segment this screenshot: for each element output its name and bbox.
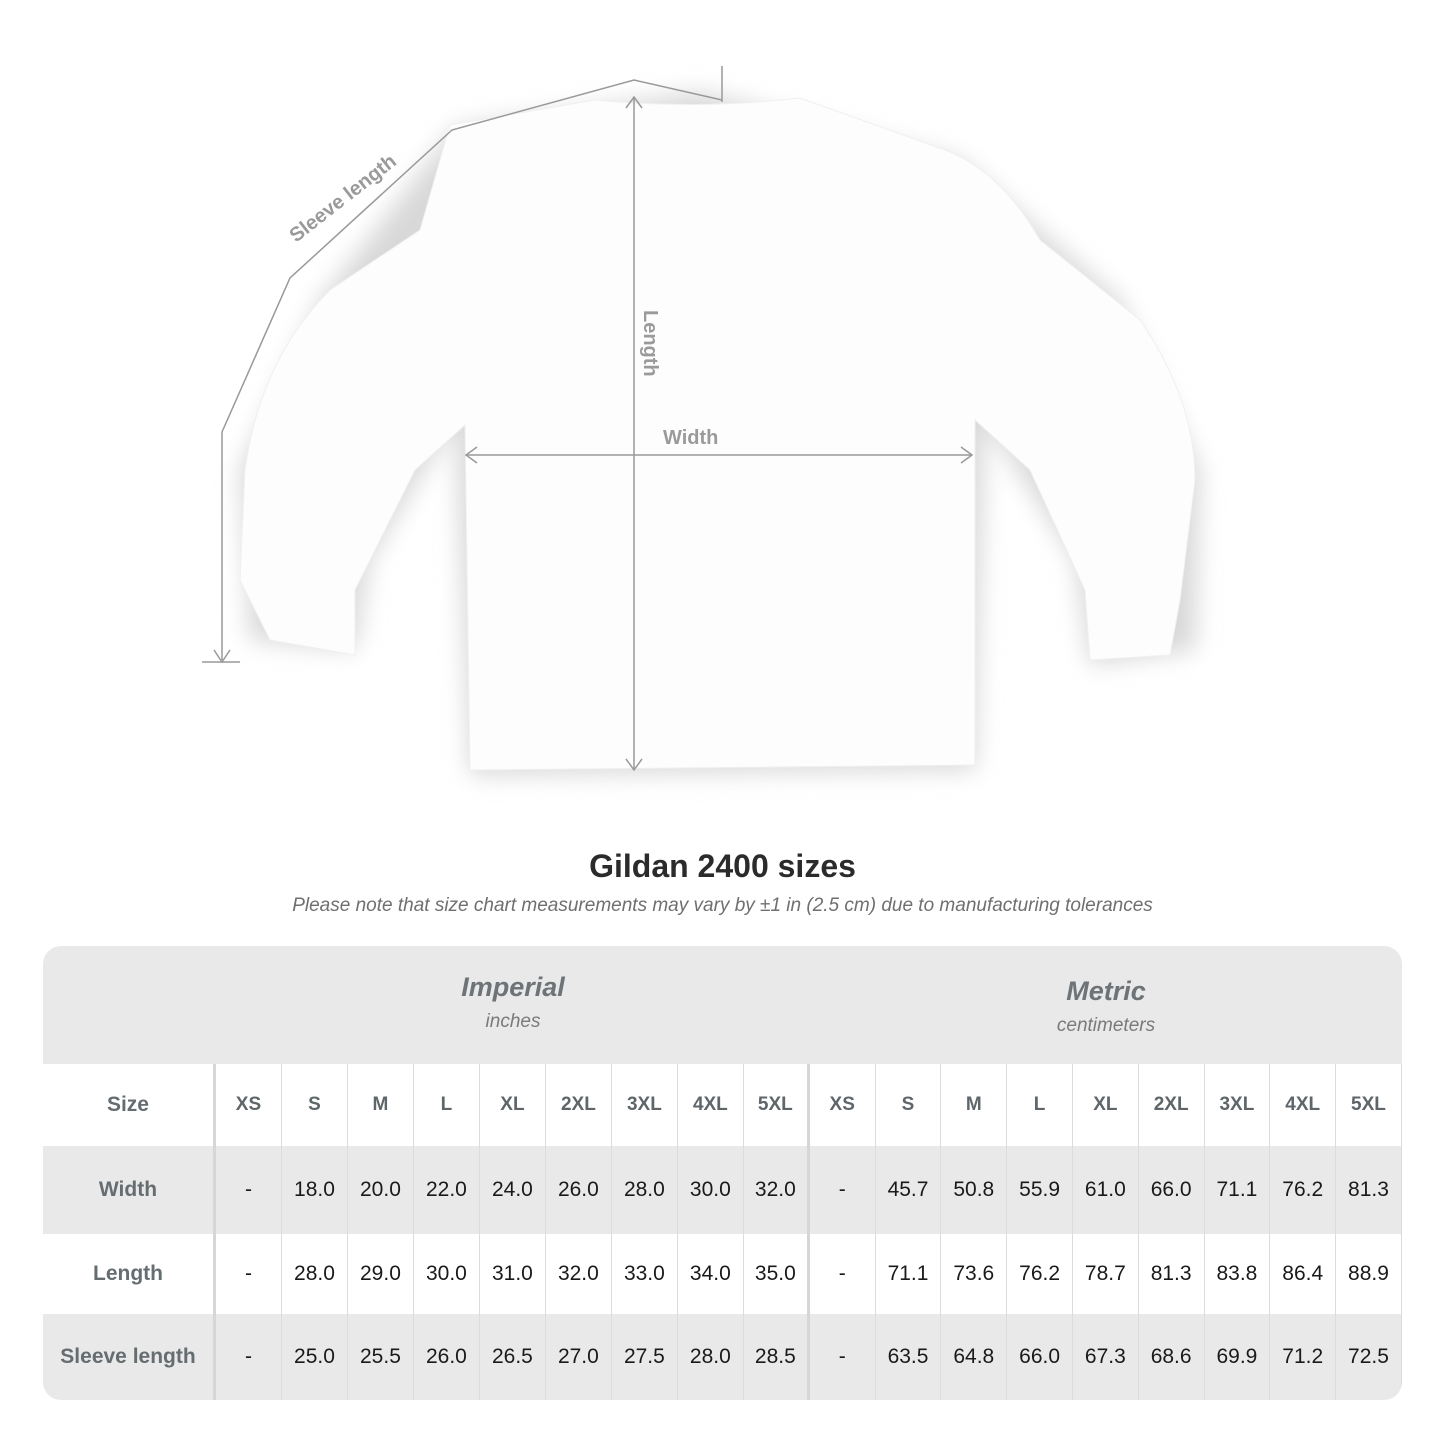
imperial-value-cell: 26.5 xyxy=(480,1314,546,1400)
shirt-body xyxy=(239,97,1196,771)
metric-value-cell: 61.0 xyxy=(1073,1146,1139,1234)
imperial-header: Imperial inches xyxy=(216,946,810,1090)
length-label: Length xyxy=(639,310,661,377)
imperial-value-cell: 27.5 xyxy=(612,1314,678,1400)
imperial-size-header: XL xyxy=(480,1064,546,1146)
metric-value-cell: 81.3 xyxy=(1336,1146,1402,1234)
table-row: Length -28.0 29.0 30.0 31.0 32.0 33.0 34.0 35.0-… xyxy=(43,1234,1402,1314)
metric-value-cell: 76.2 xyxy=(1007,1234,1073,1314)
table-row: Sleeve length -25.0 25.5 26.0 26.5 27.0 27.5 28… xyxy=(43,1314,1402,1400)
imperial-value-cell: 28.5 xyxy=(744,1314,810,1400)
imperial-size-header: M xyxy=(348,1064,414,1146)
imperial-value-cell: 26.0 xyxy=(546,1146,612,1234)
imperial-size-header: L xyxy=(414,1064,480,1146)
metric-value-cell: 73.6 xyxy=(941,1234,1008,1314)
sleeve-length-line xyxy=(221,79,723,660)
imperial-size-header: XS xyxy=(216,1064,282,1146)
metric-value-cell: 68.6 xyxy=(1139,1314,1205,1400)
imperial-value-cell: 27.0 xyxy=(546,1314,612,1400)
metric-size-header: M xyxy=(941,1064,1008,1146)
metric-value-cell: 76.2 xyxy=(1270,1146,1337,1234)
size-table: Imperial inches Metric centimeters Size X… xyxy=(43,946,1402,1400)
metric-size-header: L xyxy=(1007,1064,1073,1146)
metric-size-header: S xyxy=(876,1064,942,1146)
metric-value-cell: 72.5 xyxy=(1336,1314,1402,1400)
size-header-row: Size XS S M L XL 2XL 3XL 4XL 5XL XS S M L XL 2XL 3XL 4XL 5… xyxy=(43,1064,1402,1146)
imperial-size-header: 5XL xyxy=(744,1064,810,1146)
metric-value-cell: 67.3 xyxy=(1073,1314,1139,1400)
metric-value-cell: 64.8 xyxy=(941,1314,1008,1400)
page-title: Gildan 2400 sizes xyxy=(589,848,856,884)
row-label: Width xyxy=(43,1146,216,1234)
metric-value-cell: 50.8 xyxy=(941,1146,1008,1234)
metric-size-header: 5XL xyxy=(1336,1064,1402,1146)
metric-value-cell: 66.0 xyxy=(1139,1146,1205,1234)
row-label: Length xyxy=(43,1234,216,1314)
metric-size-header: XS xyxy=(810,1064,876,1146)
width-label: Width xyxy=(663,427,718,449)
tolerance-note: Please note that size chart measurements… xyxy=(292,895,1153,916)
imperial-value-cell: 22.0 xyxy=(414,1146,480,1234)
imperial-size-header: S xyxy=(282,1064,348,1146)
imperial-size-header: 3XL xyxy=(612,1064,678,1146)
imperial-size-header: 2XL xyxy=(546,1064,612,1146)
metric-value-cell: 63.5 xyxy=(876,1314,942,1400)
imperial-value-cell: 25.0 xyxy=(282,1314,348,1400)
metric-value-cell: - xyxy=(810,1146,876,1234)
imperial-value-cell: 32.0 xyxy=(546,1234,612,1314)
table-row: Width -18.0 20.0 22.0 24.0 26.0 28.0 30.0 32.0-4… xyxy=(43,1146,1402,1234)
imperial-value-cell: 18.0 xyxy=(282,1146,348,1234)
imperial-size-header: 4XL xyxy=(678,1064,744,1146)
metric-value-cell: 71.2 xyxy=(1270,1314,1337,1400)
metric-label: Metric xyxy=(1066,976,1146,1006)
imperial-value-cell: 30.0 xyxy=(414,1234,480,1314)
imperial-value-cell: 32.0 xyxy=(744,1146,810,1234)
metric-value-cell: 81.3 xyxy=(1139,1234,1205,1314)
imperial-value-cell: 33.0 xyxy=(612,1234,678,1314)
imperial-value-cell: 30.0 xyxy=(678,1146,744,1234)
metric-value-cell: 78.7 xyxy=(1073,1234,1139,1314)
metric-size-header: XL xyxy=(1073,1064,1139,1146)
metric-value-cell: 71.1 xyxy=(1205,1146,1271,1234)
metric-value-cell: 66.0 xyxy=(1007,1314,1073,1400)
metric-unit: centimeters xyxy=(1056,1015,1156,1036)
imperial-value-cell: 28.0 xyxy=(282,1234,348,1314)
imperial-value-cell: 29.0 xyxy=(348,1234,414,1314)
imperial-label: Imperial xyxy=(461,972,565,1002)
metric-value-cell: 71.1 xyxy=(876,1234,942,1314)
imperial-value-cell: 24.0 xyxy=(480,1146,546,1234)
metric-value-cell: 55.9 xyxy=(1007,1146,1073,1234)
imperial-unit: inches xyxy=(485,1011,541,1032)
imperial-value-cell: 26.0 xyxy=(414,1314,480,1400)
metric-size-header: 4XL xyxy=(1270,1064,1337,1146)
metric-value-cell: 86.4 xyxy=(1270,1234,1337,1314)
row-label: Size xyxy=(43,1064,216,1146)
imperial-value-cell: 28.0 xyxy=(612,1146,678,1234)
imperial-value-cell: 35.0 xyxy=(744,1234,810,1314)
row-label: Sleeve length xyxy=(43,1314,216,1400)
metric-value-cell: 83.8 xyxy=(1205,1234,1271,1314)
imperial-value-cell: 20.0 xyxy=(348,1146,414,1234)
imperial-value-cell: 31.0 xyxy=(480,1234,546,1314)
metric-value-cell: 88.9 xyxy=(1336,1234,1402,1314)
measurement-lines xyxy=(202,66,974,772)
imperial-value-cell: - xyxy=(216,1314,282,1400)
imperial-value-cell: - xyxy=(216,1234,282,1314)
metric-value-cell: - xyxy=(810,1234,876,1314)
metric-size-header: 2XL xyxy=(1139,1064,1205,1146)
metric-value-cell: 69.9 xyxy=(1205,1314,1271,1400)
metric-value-cell: 45.7 xyxy=(876,1146,942,1234)
imperial-value-cell: 28.0 xyxy=(678,1314,744,1400)
shirt-diagram: Sleeve length Length Width xyxy=(202,66,1200,775)
imperial-value-cell: 34.0 xyxy=(678,1234,744,1314)
metric-value-cell: - xyxy=(810,1314,876,1400)
imperial-value-cell: - xyxy=(216,1146,282,1234)
metric-size-header: 3XL xyxy=(1205,1064,1271,1146)
metric-header: Metric centimeters xyxy=(810,946,1402,1094)
imperial-value-cell: 25.5 xyxy=(348,1314,414,1400)
